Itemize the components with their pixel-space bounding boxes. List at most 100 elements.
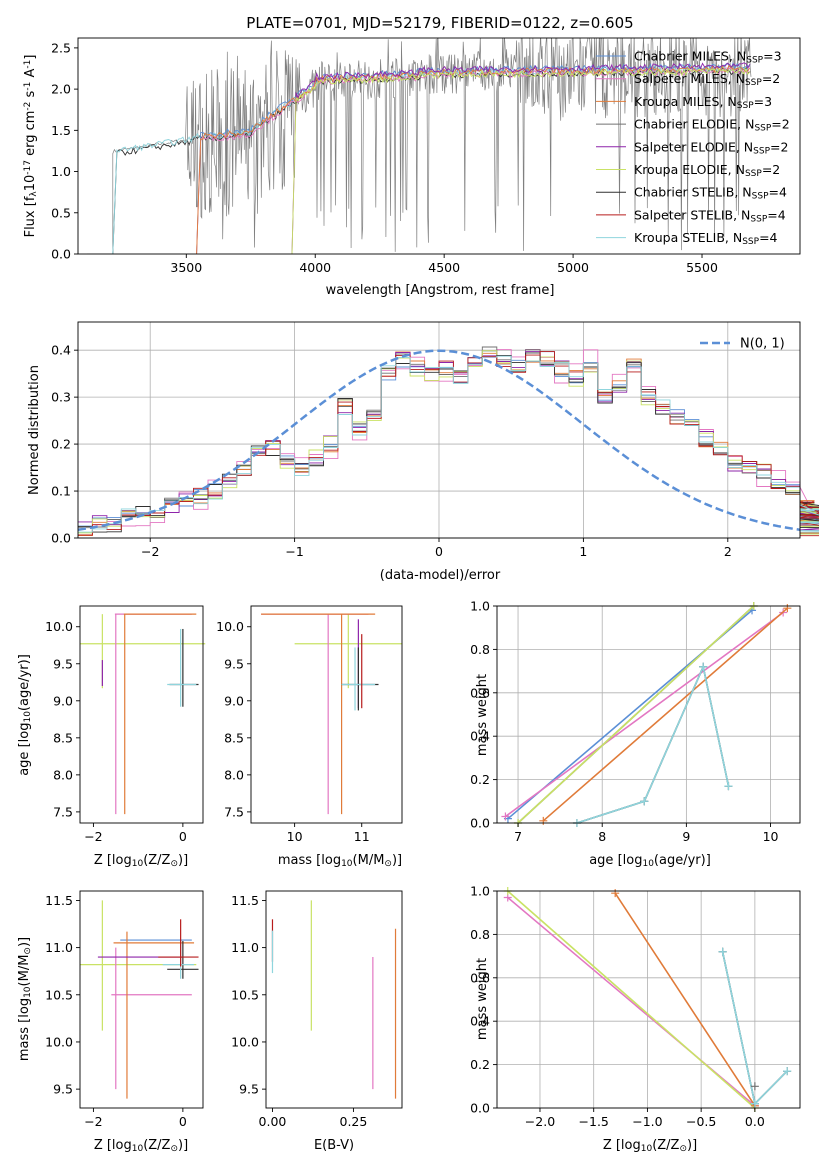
y-tick-label: 0.1 [51,484,71,499]
legend-label: Salpeter STELIB, NSSP=4 [634,207,786,224]
series-point [783,1067,792,1076]
x-tick-label: 0 [179,1114,187,1129]
kroupa-miles-series-line [614,892,756,1107]
x-tick-label: 4500 [428,260,460,275]
x-tick-label: 4000 [299,260,331,275]
axes-frame [79,605,204,824]
salpeter-elodie-model-line [291,62,751,254]
y-tick-label: 0.0 [51,247,71,262]
y-tick-label: 10.0 [45,619,73,634]
y-tick-label: 0.4 [470,729,490,744]
y-tick-label: 8.0 [224,767,244,782]
y-axis-label: Normed distribution [27,365,42,495]
y-tick-label: 10.0 [231,1034,259,1049]
y-tick-label: 0.6 [470,685,490,700]
spectrum-panel: 3500 4000 4500 5000 5500 0.0 0.5 1.0 1.5 2.0 2.5 [51,37,801,275]
metallicity-age-panel: −2 0 7.5 8.0 8.5 9.0 9.5 10.0 [45,605,206,844]
chart-title: PLATE=0701, MJD=52179, FIBERID=0122, z=0… [246,14,633,32]
y-tick-label: 0.0 [51,531,71,546]
y-axis-label: mass weight [475,674,490,756]
x-axis-label: (data-model)/error [380,568,501,583]
axes-frame [77,37,801,255]
y-tick-label: 8.5 [224,730,244,745]
x-tick-label: 10 [763,829,779,844]
y-tick-label: 8.0 [53,767,73,782]
series-point [750,1099,759,1108]
legend: Chabrier MILES, NSSP=3 Salpeter MILES, NS… [596,49,790,247]
x-tick-label: −2 [84,1114,102,1129]
kroupa-miles-model-line [196,64,750,254]
axes-frame [79,890,204,1109]
metallicity-weight-panel: −2.0 −1.5 −1.0 −0.5 0.0 0.0 0.2 0.4 0.6 0.8 1.0 [470,884,801,1129]
metallicity-mass-panel: −2 0 9.5 10.0 10.5 11.0 11.5 [45,890,204,1129]
x-tick-label: 3500 [170,260,202,275]
legend-label: Kroupa STELIB, NSSP=4 [634,230,778,247]
legend-label: Chabrier MILES, NSSP=3 [634,49,782,66]
y-tick-label: 9.5 [53,656,73,671]
y-tick-label: 0.4 [51,343,71,358]
x-tick-label: 5000 [557,260,589,275]
y-tick-label: 1.5 [51,123,71,138]
legend-label: Kroupa ELODIE, NSSP=2 [634,162,780,179]
kroupa-elodie-series-line [517,605,755,824]
x-tick-label: −2 [141,544,159,559]
series-point [640,797,649,806]
extinction-mass-panel: 0.00 0.25 9.5 10.0 10.5 11.0 11.5 [231,890,403,1129]
y-tick-label: 1.0 [51,164,71,179]
y-tick-label: 9.5 [224,656,244,671]
axes-frame [265,890,403,1109]
y-tick-label: 8.5 [53,730,73,745]
y-axis-label: mass weight [475,958,490,1040]
x-tick-label: −1.0 [632,1114,662,1129]
mass-age-panel: 10 11 7.5 8.0 8.5 9.0 9.5 10.0 [216,605,403,844]
axes-frame [250,605,403,824]
salpeter-elodie-histogram [78,351,819,531]
y-axis-label: age [log10(age/yr)] [17,654,33,776]
series-point [699,662,708,671]
x-axis-label: E(B-V) [314,1138,354,1153]
kroupa-stelib-series-line [576,664,730,824]
legend-label: Kroupa MILES, NSSP=3 [634,94,772,111]
y-tick-label: 0.5 [51,205,71,220]
y-tick-label: 11.0 [45,940,73,955]
series-point [724,782,733,791]
x-tick-label: 9 [682,829,690,844]
salpeter-stelib-histogram [78,351,819,537]
x-tick-label: 2 [724,544,732,559]
x-tick-label: 11 [354,829,370,844]
legend-label: Salpeter ELODIE, NSSP=2 [634,139,788,156]
x-tick-label: 7 [514,829,522,844]
x-tick-label: 8 [598,829,606,844]
residual-histogram-panel: −2 −1 0 1 2 0.0 0.1 0.2 0.3 0.4 [51,321,819,559]
observed-spectrum [87,38,752,254]
y-tick-label: 10.5 [231,987,259,1002]
legend: N(0, 1) [700,337,785,352]
y-tick-label: 0.2 [470,1057,490,1072]
y-tick-label: 10.0 [45,1034,73,1049]
y-tick-label: 0.6 [470,970,490,985]
x-tick-label: −2.0 [525,1114,555,1129]
y-tick-label: 0.3 [51,390,71,405]
y-tick-label: 0.0 [470,1101,490,1116]
y-tick-label: 9.5 [53,1082,73,1097]
y-tick-label: 11.5 [231,893,259,908]
y-tick-label: 0.8 [470,642,490,657]
y-tick-label: 9.5 [239,1082,259,1097]
x-axis-label: Z [log10(Z/Z⊙)] [94,853,188,869]
x-tick-label: −0.5 [686,1114,716,1129]
x-tick-label: 1 [579,544,587,559]
series-point [539,816,548,825]
x-axis-label: age [log10(age/yr)] [589,853,711,869]
age-weight-panel: 7 8 9 10 0.0 0.2 0.4 0.6 0.8 1.0 [470,599,801,844]
chabrier-stelib-series-line [576,664,730,824]
x-tick-label: 0.25 [340,1114,368,1129]
series-point [718,947,727,956]
salpeter-miles-series-line [504,611,784,818]
legend-label: Salpeter MILES, NSSP=2 [634,71,780,88]
y-tick-label: 1.0 [470,599,490,614]
y-tick-label: 0.4 [470,1014,490,1029]
y-tick-label: 2.0 [51,82,71,97]
x-axis-label: Z [log10(Z/Z⊙)] [94,1138,188,1154]
y-tick-label: 10.0 [216,619,244,634]
